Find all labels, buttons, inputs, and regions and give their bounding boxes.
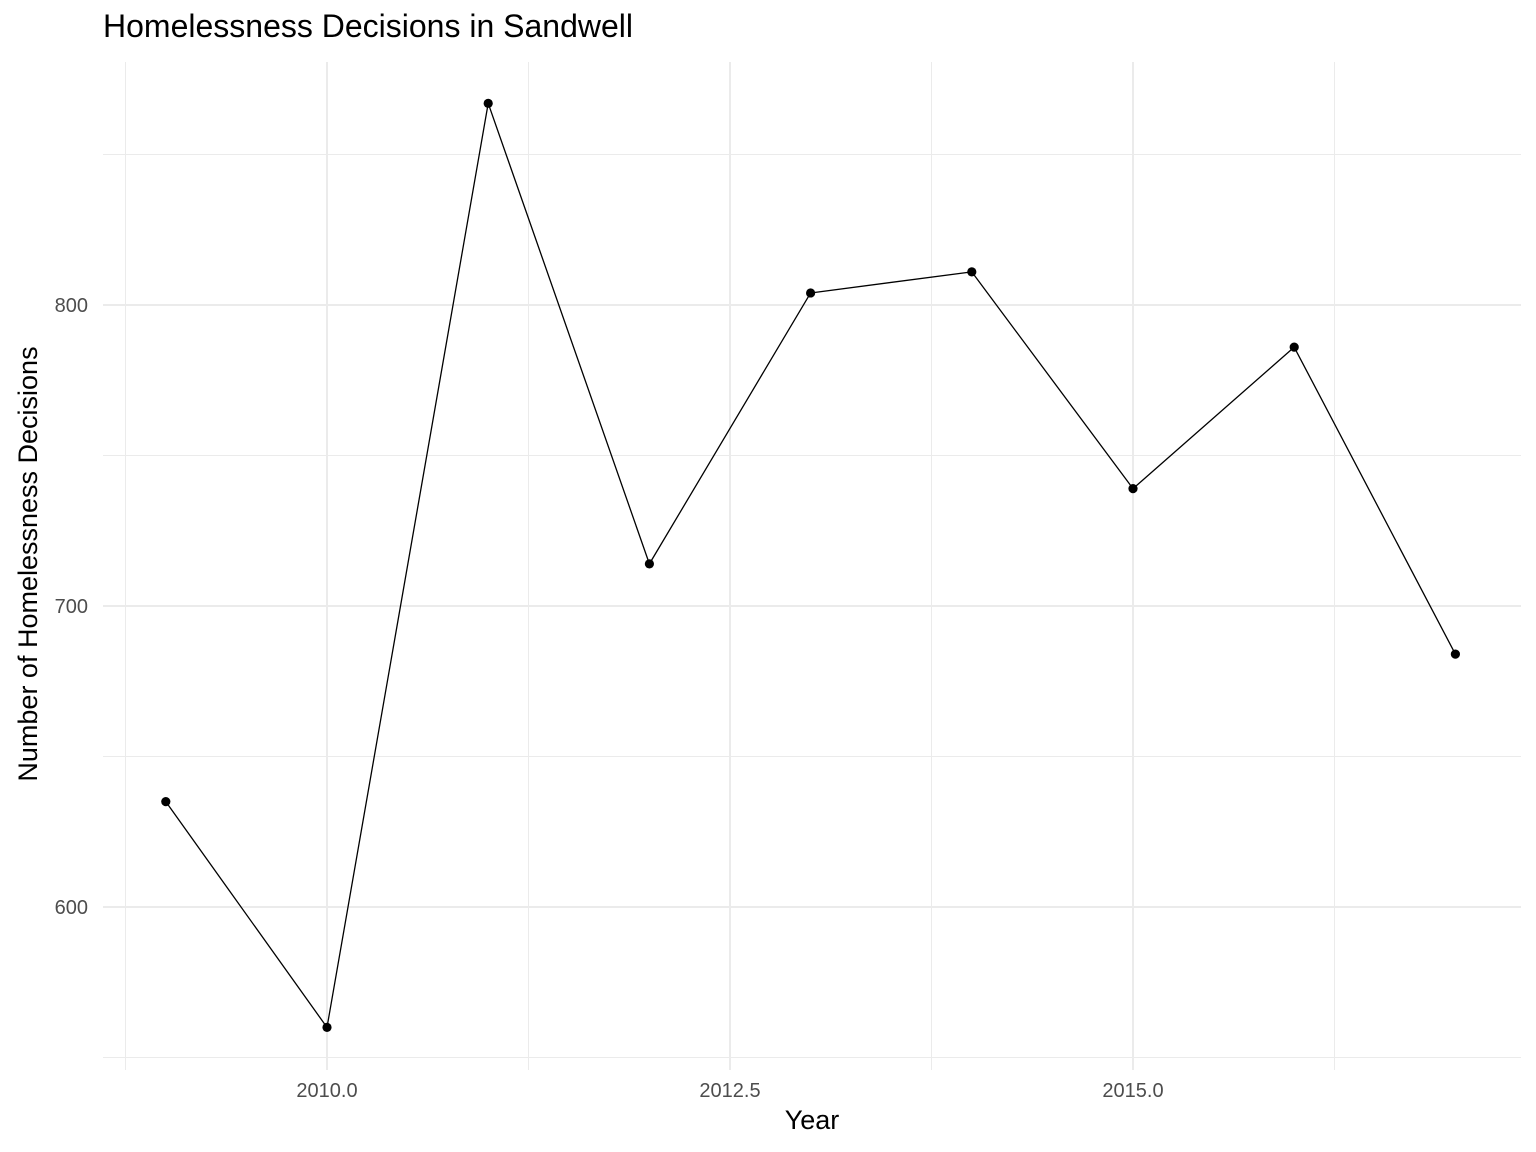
x-tick-label: 2010.0	[296, 1080, 357, 1102]
data-point	[1289, 342, 1299, 352]
y-tick-label: 700	[55, 596, 88, 618]
data-point	[322, 1022, 332, 1032]
series-line	[165, 102, 1456, 1029]
data-point	[1450, 649, 1460, 659]
data-point	[161, 797, 171, 807]
x-tick-label: 2015.0	[1102, 1080, 1163, 1102]
data-point	[1128, 484, 1138, 494]
y-axis-title: Number of Homelessness Decisions	[13, 346, 43, 782]
minor-gridlines	[103, 62, 1521, 1070]
series-points-group	[161, 98, 1460, 1032]
major-gridlines	[103, 62, 1521, 1070]
chart-title: Homelessness Decisions in Sandwell	[103, 8, 634, 44]
x-axis-title: Year	[784, 1105, 840, 1135]
y-axis-tick-labels: 600 700 800	[55, 295, 88, 919]
data-point	[483, 98, 493, 108]
y-tick-label: 800	[55, 295, 88, 317]
x-axis-tick-labels: 2010.0 2012.5 2015.0	[296, 1080, 1163, 1102]
data-point	[967, 267, 977, 277]
data-point	[806, 288, 816, 298]
x-tick-label: 2012.5	[699, 1080, 760, 1102]
y-tick-label: 600	[55, 897, 88, 919]
series-line-group	[165, 102, 1456, 1029]
data-point	[644, 559, 655, 569]
